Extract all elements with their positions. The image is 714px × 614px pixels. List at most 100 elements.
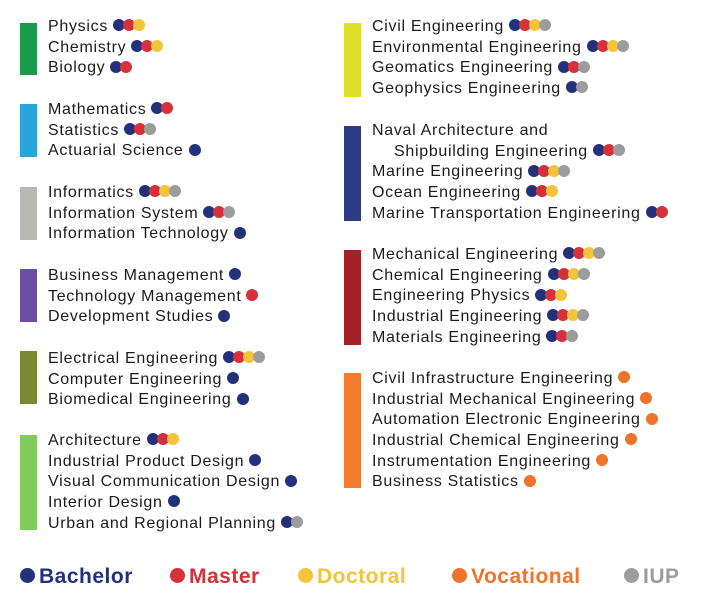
doctoral-dot	[583, 247, 596, 260]
degree-level-dots	[596, 454, 609, 467]
group-color-bar	[20, 187, 37, 240]
degree-level-dots	[146, 433, 179, 446]
iup-dot	[616, 39, 629, 52]
program-item: Civil Engineering	[372, 17, 627, 38]
bachelor-dot	[218, 309, 231, 322]
degree-level-dots	[227, 371, 240, 385]
degree-level-dots	[535, 288, 568, 302]
master-dot	[596, 39, 609, 52]
bachelor-dot	[124, 122, 137, 135]
doctoral-dot	[555, 288, 568, 301]
master-dot	[156, 433, 169, 446]
program-item: Instrumentation Engineering	[372, 452, 656, 473]
program-name: Industrial Chemical Engineering	[372, 432, 620, 450]
master-dot	[161, 102, 174, 115]
vocational-dot	[523, 474, 536, 487]
program-name: Urban and Regional Planning	[48, 514, 276, 532]
program-name: Biology	[48, 59, 106, 77]
doctoral-dot	[151, 39, 164, 52]
master-dot	[557, 309, 570, 322]
program-name: Development Studies	[48, 308, 214, 326]
program-name: Naval Architecture and	[372, 122, 549, 139]
master-dot	[123, 19, 136, 32]
master-dot	[148, 185, 161, 198]
program-item: Industrial Engineering	[372, 307, 603, 328]
program-name: Computer Engineering	[48, 370, 223, 388]
master-dot	[557, 267, 570, 280]
degree-level-dots	[280, 516, 303, 529]
degree-level-dots	[645, 206, 668, 219]
master-dot	[545, 288, 558, 301]
legend-label: Vocational	[471, 565, 581, 588]
program-item: Biomedical Engineering	[48, 390, 263, 411]
bachelor-dot	[113, 19, 126, 32]
program-item: Business Statistics	[372, 472, 656, 493]
program-item: Interior Design	[48, 493, 301, 514]
program-name: Industrial Engineering	[372, 308, 543, 326]
program-name: Actuarial Science	[48, 142, 184, 160]
vocational-dot	[596, 454, 609, 467]
program-item: Mathematics	[48, 100, 199, 121]
program-item: Industrial Chemical Engineering	[372, 431, 656, 452]
bachelor-dot	[131, 39, 144, 52]
iup-dot	[577, 309, 590, 322]
program-name: Mechanical Engineering	[372, 246, 559, 263]
program-name: Physics	[48, 18, 109, 35]
group-color-bar	[344, 373, 361, 488]
program-name: Materials Engineering	[372, 328, 542, 346]
program-item: Statistics	[48, 121, 199, 142]
bachelor-dot	[586, 39, 599, 52]
master-dot	[573, 247, 586, 260]
doctoral-dot	[158, 185, 171, 198]
legend-item-master: Master	[170, 565, 260, 589]
program-name: Industrial Product Design	[48, 452, 245, 470]
program-item: Chemistry	[48, 38, 164, 59]
legend-item-iup: IUP	[624, 565, 680, 589]
legend-label: Bachelor	[39, 565, 133, 588]
program-item: Information Technology	[48, 224, 246, 245]
vocational-dot	[618, 371, 631, 384]
degree-level-dots	[547, 309, 590, 322]
group-color-bar	[344, 126, 361, 221]
program-item: Mechanical Engineering	[372, 245, 606, 266]
bachelor-dot	[110, 60, 123, 73]
degree-level-dots	[223, 351, 266, 364]
degree-level-dots	[110, 60, 133, 74]
program-name: Industrial Mechanical Engineering	[372, 390, 636, 408]
legend-label: Master	[189, 565, 260, 588]
program-name: Ocean Engineering	[372, 184, 521, 202]
program-name: Mathematics	[48, 101, 147, 118]
doctoral-dot	[567, 267, 580, 280]
program-name: Information System	[48, 204, 199, 222]
legend-item-vocational: Vocational	[452, 565, 581, 589]
program-name: Marine Engineering	[372, 163, 524, 181]
degree-level-dots	[563, 247, 606, 260]
bachelor-dot	[546, 330, 559, 343]
program-item: Ocean Engineering	[372, 183, 666, 204]
iup-dot	[223, 205, 236, 218]
iup-dot	[575, 81, 588, 94]
program-item: Geophysics Engineering	[372, 79, 627, 100]
program-name: Statistics	[48, 121, 120, 139]
bachelor-dot	[138, 185, 151, 198]
bachelor-dot	[167, 495, 180, 508]
degree-level-dots	[508, 19, 551, 32]
program-name: Civil Infrastructure Engineering	[372, 370, 614, 387]
legend-label: Doctoral	[317, 565, 407, 588]
program-item: Urban and Regional Planning	[48, 514, 303, 535]
master-dot	[213, 205, 226, 218]
program-item: Architecture	[48, 431, 301, 452]
doctoral-dot	[133, 19, 146, 32]
master-dot	[233, 351, 246, 364]
degree-level-dots	[640, 391, 653, 405]
degree-level-dots	[151, 102, 174, 115]
program-name: Business Statistics	[372, 473, 519, 491]
vocational-dot	[645, 412, 658, 425]
bachelor-dot	[558, 60, 571, 73]
program-item: Business Management	[48, 266, 256, 287]
iup-dot	[612, 143, 625, 156]
iup-dot	[538, 19, 551, 32]
degree-level-dots	[124, 122, 157, 136]
legend-dot	[452, 567, 467, 583]
bachelor-dot	[151, 102, 164, 115]
